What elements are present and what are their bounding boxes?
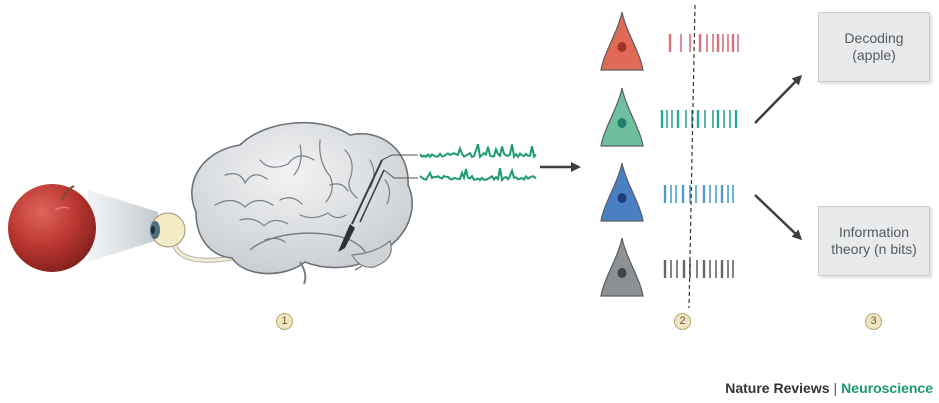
- decoding-label: Decoding (apple): [844, 30, 904, 63]
- arrow-to-information: [754, 194, 803, 241]
- time-cursor-line: [688, 4, 696, 309]
- neuron-body-2: [600, 87, 644, 147]
- information-theory-box: Information theory (n bits): [818, 206, 930, 276]
- signal-trace-2: [419, 167, 537, 183]
- brain-icon: [191, 121, 413, 285]
- arrow-to-decoding: [754, 74, 803, 124]
- neuron-3: [600, 162, 734, 222]
- neuron-population: [600, 11, 739, 297]
- apple-icon: [8, 184, 96, 272]
- neuron-4: [600, 237, 734, 297]
- neuron-nucleus-4: [617, 268, 627, 278]
- light-cone: [88, 190, 158, 262]
- decoding-box: Decoding (apple): [818, 12, 930, 82]
- step-marker-3: 3: [865, 313, 882, 330]
- neuron-body-1: [600, 11, 644, 71]
- recorded-signal-traces: [419, 143, 537, 183]
- electrode-icon: [338, 154, 418, 252]
- signal-trace-1: [419, 143, 537, 160]
- journal-field: Neuroscience: [841, 380, 933, 396]
- step-marker-1: 1: [276, 313, 293, 330]
- neuron-2: [600, 87, 738, 147]
- neuron-body-4: [600, 237, 644, 297]
- journal-name: Nature Reviews: [725, 380, 830, 396]
- neuron-nucleus-2: [617, 118, 627, 128]
- information-theory-label: Information theory (n bits): [831, 224, 917, 257]
- eye-icon: [150, 212, 186, 248]
- neuron-body-3: [600, 162, 644, 222]
- neuron-1: [600, 11, 739, 71]
- neuron-nucleus-3: [617, 193, 627, 203]
- credit-separator: |: [833, 380, 838, 396]
- step-marker-2: 2: [674, 313, 691, 330]
- journal-credit: Nature Reviews | Neuroscience: [725, 380, 933, 396]
- neuron-nucleus-1: [617, 42, 627, 52]
